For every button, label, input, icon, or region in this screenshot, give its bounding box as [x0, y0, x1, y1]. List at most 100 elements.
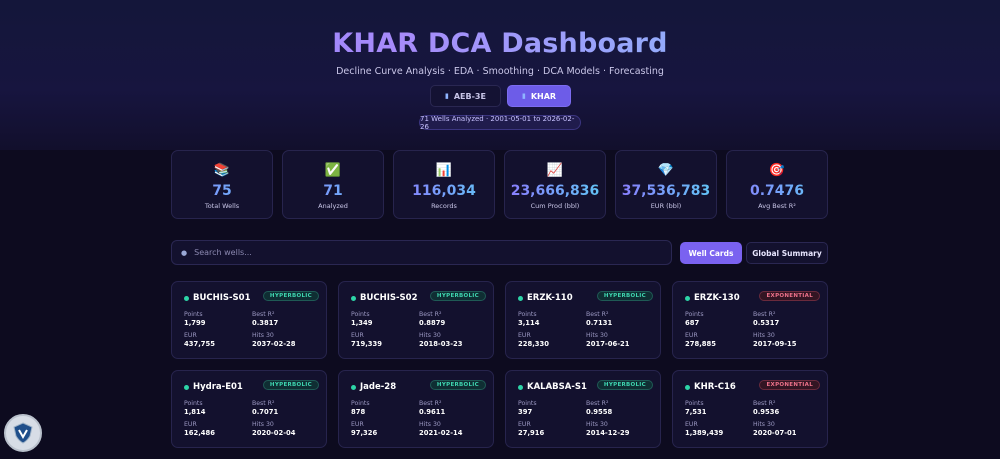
hits-label: Hits 30: [753, 421, 775, 428]
eur-label: EUR: [351, 332, 364, 339]
date-range-badge: 71 Wells Analyzed · 2001-05-01 to 2026-0…: [419, 115, 581, 131]
hits-label: Hits 30: [252, 421, 274, 428]
field-button-aeb-3e[interactable]: ▮ AEB-3E: [430, 85, 501, 107]
points-value: 1,814: [184, 408, 206, 416]
best-r2-value: 0.3817: [252, 319, 279, 327]
stat-label: Cum Prod (bbl): [530, 202, 580, 210]
search-icon: ●: [181, 248, 188, 257]
hits-value: 2021-02-14: [419, 429, 463, 437]
well-name: Jade-28: [360, 382, 397, 392]
eur-value: 162,486: [184, 429, 215, 437]
points-label: Points: [351, 311, 370, 318]
eur-label: EUR: [685, 332, 698, 339]
model-badge: HYPERBOLIC: [429, 380, 486, 390]
model-badge: HYPERBOLIC: [596, 380, 653, 390]
stat-value: 75: [172, 183, 272, 199]
well-card[interactable]: ERZK-110 HYPERBOLIC Points 3,114 Best R² 0.71…: [505, 281, 661, 359]
best-r2-label: Best R²: [586, 311, 609, 318]
well-name: ERZK-130: [694, 293, 740, 303]
points-value: 397: [518, 408, 533, 416]
corner-logo: [4, 414, 42, 452]
hits-label: Hits 30: [419, 332, 441, 339]
eur-label: EUR: [685, 421, 698, 428]
diamond-icon: 💎: [657, 163, 675, 178]
model-badge: EXPONENTIAL: [759, 291, 820, 301]
well-cards-button[interactable]: Well Cards: [680, 242, 742, 264]
search-input[interactable]: [194, 248, 635, 257]
status-dot: [518, 385, 523, 390]
well-card[interactable]: KHR-C16 EXPONENTIAL Points 7,531 Best R² 0.95…: [672, 370, 828, 448]
eur-value: 97,326: [351, 429, 378, 437]
eur-label: EUR: [184, 421, 197, 428]
stat-card-records: 📊 116,034 Records: [393, 150, 495, 219]
points-value: 7,531: [685, 408, 707, 416]
points-label: Points: [184, 400, 203, 407]
model-badge: HYPERBOLIC: [262, 291, 319, 301]
best-r2-label: Best R²: [252, 400, 275, 407]
stat-value: 37,536,783: [616, 183, 716, 199]
eur-value: 228,330: [518, 340, 549, 348]
points-label: Points: [685, 311, 704, 318]
points-value: 3,114: [518, 319, 540, 327]
stat-card-eur: 💎 37,536,783 EUR (bbl): [615, 150, 717, 219]
well-name: Hydra-E01: [193, 382, 243, 392]
stat-value: 0.7476: [727, 183, 827, 199]
model-badge: HYPERBOLIC: [262, 380, 319, 390]
hits-value: 2018-03-23: [419, 340, 463, 348]
best-r2-value: 0.5317: [753, 319, 780, 327]
hero-header: KHAR DCA Dashboard Decline Curve Analysi…: [0, 0, 1000, 150]
best-r2-value: 0.8879: [419, 319, 446, 327]
field-button-label: AEB-3E: [453, 91, 486, 101]
stat-card-cum-prod: 📈 23,666,836 Cum Prod (bbl): [504, 150, 606, 219]
eur-value: 27,916: [518, 429, 545, 437]
hits-value: 2017-06-21: [586, 340, 630, 348]
well-name: ERZK-110: [527, 293, 573, 303]
points-label: Points: [685, 400, 704, 407]
well-card[interactable]: KALABSA-S1 HYPERBOLIC Points 397 Best R² 0.95…: [505, 370, 661, 448]
stat-value: 71: [283, 183, 383, 199]
stat-label: Analyzed: [318, 202, 348, 210]
best-r2-value: 0.9611: [419, 408, 446, 416]
search-bar: ●: [171, 240, 672, 265]
points-label: Points: [518, 400, 537, 407]
best-r2-label: Best R²: [753, 400, 776, 407]
hits-label: Hits 30: [586, 421, 608, 428]
points-value: 1,799: [184, 319, 206, 327]
global-summary-button[interactable]: Global Summary: [746, 242, 828, 264]
field-button-khar[interactable]: ▮ KHAR: [506, 85, 572, 107]
well-card[interactable]: BUCHIS-S02 HYPERBOLIC Points 1,349 Best R² 0.…: [338, 281, 494, 359]
status-dot: [685, 296, 690, 301]
stat-value: 23,666,836: [505, 183, 605, 199]
status-dot: [351, 296, 356, 301]
eur-value: 437,755: [184, 340, 215, 348]
stat-label: Records: [431, 202, 457, 210]
model-badge: HYPERBOLIC: [596, 291, 653, 301]
best-r2-value: 0.9536: [753, 408, 780, 416]
well-card[interactable]: ERZK-130 EXPONENTIAL Points 687 Best R² 0.531…: [672, 281, 828, 359]
hits-label: Hits 30: [419, 421, 441, 428]
field-button-label: KHAR: [530, 91, 557, 101]
points-label: Points: [184, 311, 203, 318]
well-card[interactable]: Hydra-E01 HYPERBOLIC Points 1,814 Best R² 0.7…: [171, 370, 327, 448]
well-name: KALABSA-S1: [527, 382, 587, 392]
hits-label: Hits 30: [586, 332, 608, 339]
well-card[interactable]: Jade-28 HYPERBOLIC Points 878 Best R² 0.9611 E…: [338, 370, 494, 448]
eur-label: EUR: [351, 421, 364, 428]
well-card[interactable]: BUCHIS-S01 HYPERBOLIC Points 1,799 Best R² 0.…: [171, 281, 327, 359]
best-r2-label: Best R²: [753, 311, 776, 318]
model-badge: HYPERBOLIC: [429, 291, 486, 301]
eur-label: EUR: [518, 332, 531, 339]
best-r2-value: 0.7131: [586, 319, 613, 327]
field-toggle: ▮ AEB-3E ▮ KHAR: [430, 85, 572, 107]
best-r2-label: Best R²: [586, 400, 609, 407]
status-dot: [685, 385, 690, 390]
well-name: BUCHIS-S01: [193, 293, 251, 303]
eur-label: EUR: [518, 421, 531, 428]
database-icon: ▮: [445, 92, 449, 100]
eur-label: EUR: [184, 332, 197, 339]
points-label: Points: [351, 400, 370, 407]
points-value: 1,349: [351, 319, 373, 327]
bar-chart-icon: 📊: [435, 163, 453, 178]
stat-card-total-wells: 📚 75 Total Wells: [171, 150, 273, 219]
best-r2-value: 0.7071: [252, 408, 279, 416]
